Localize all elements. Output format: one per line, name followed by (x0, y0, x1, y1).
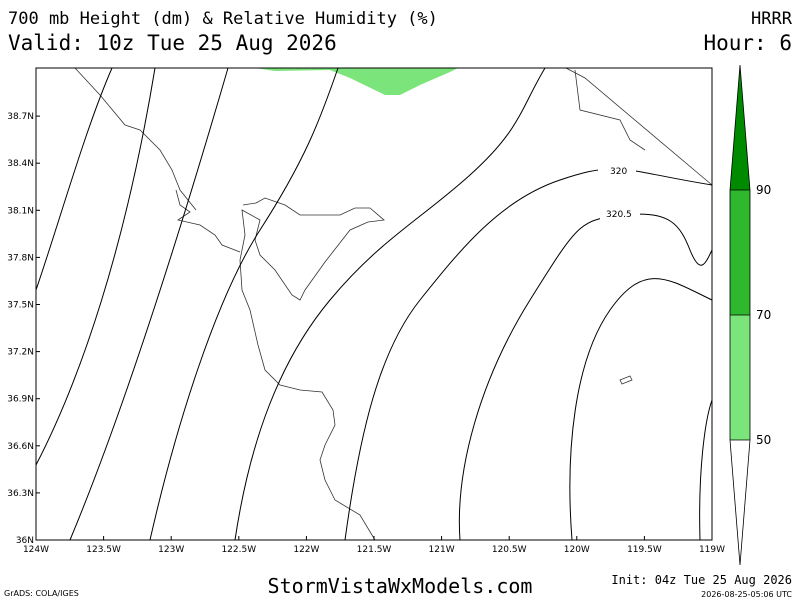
height-contour (234, 67, 546, 541)
lon-label: 122.5W (221, 545, 256, 555)
colorbar: 90 70 50 (729, 64, 771, 566)
height-contour (149, 67, 339, 541)
lon-label: 124W (23, 545, 49, 555)
contour-label: 320.5 (606, 210, 632, 220)
lon-label: 120.5W (492, 545, 527, 555)
map-frame (35, 67, 713, 541)
lon-label: 121W (429, 545, 455, 555)
colorbar-label: 90 (756, 183, 771, 197)
lat-label: 36.3N (7, 489, 34, 499)
forecast-hour: Hour: 6 (703, 31, 792, 55)
timestamp: 2026-08-25-05:06 UTC (701, 590, 792, 599)
lake-outline (619, 375, 633, 385)
site: StormVistaWxModels.com (268, 574, 533, 598)
lat-label: 36.9N (7, 395, 34, 405)
lon-label: 119.5W (627, 545, 662, 555)
colorbar-label: 70 (756, 308, 771, 322)
colorbar-label: 50 (756, 433, 771, 447)
colorbar-segment (730, 190, 750, 315)
lon-label: 119W (699, 545, 725, 555)
humidity-area (255, 68, 458, 95)
lat-label: 36N (16, 536, 34, 546)
label-bg (598, 163, 636, 177)
credit: GrADS: COLA/IGES (4, 589, 79, 598)
contour-label: 320 (610, 167, 627, 177)
colorbar-segment (730, 440, 750, 565)
height-contour (699, 399, 713, 541)
colorbar-segment (730, 315, 750, 440)
lon-label: 121.5W (357, 545, 392, 555)
height-contour (458, 190, 713, 541)
map-area: 320 320.5 (35, 67, 713, 541)
height-contour (344, 168, 713, 541)
lat-label: 37.5N (7, 301, 34, 311)
lake-outline (574, 69, 646, 151)
model: HRRR (751, 9, 793, 29)
title: 700 mb Height (dm) & Relative Humidity (… (8, 9, 438, 29)
height-contour (35, 67, 156, 466)
lon-label: 123W (158, 545, 184, 555)
label-bg (600, 206, 640, 220)
lat-label: 36.6N (7, 442, 34, 452)
lat-label: 37.8N (7, 253, 34, 263)
lon-label: 122W (293, 545, 319, 555)
lat-label: 38.1N (7, 206, 34, 216)
valid-time: Valid: 10z Tue 25 Aug 2026 (8, 31, 337, 55)
lon-label: 123.5W (86, 545, 121, 555)
height-contour (69, 67, 229, 541)
height-contour (35, 67, 113, 291)
lat-label: 38.4N (7, 159, 34, 169)
coastline (74, 67, 385, 541)
init-time: Init: 04z Tue 25 Aug 2026 (611, 573, 792, 587)
lat-label: 38.7N (7, 112, 34, 122)
height-contour (569, 278, 713, 541)
colorbar-segment (730, 65, 750, 190)
lon-label: 120W (564, 545, 590, 555)
lat-label: 37.2N (7, 348, 34, 358)
state-border (565, 67, 713, 186)
